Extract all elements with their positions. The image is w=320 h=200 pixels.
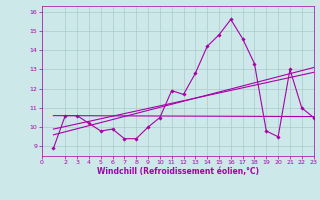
X-axis label: Windchill (Refroidissement éolien,°C): Windchill (Refroidissement éolien,°C) xyxy=(97,167,259,176)
